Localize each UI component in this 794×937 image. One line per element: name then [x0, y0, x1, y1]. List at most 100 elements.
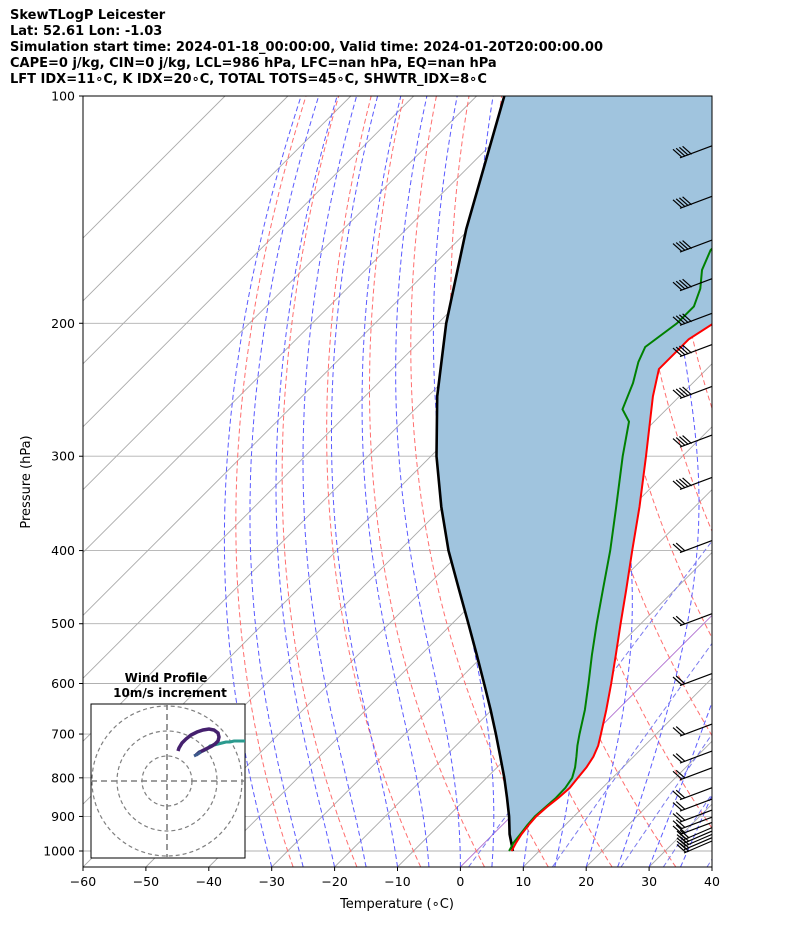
- wind-barb: [672, 798, 713, 812]
- cape-cin-shading: [436, 96, 712, 851]
- y-tick-label: 400: [51, 543, 75, 558]
- wind-barb: [672, 343, 713, 358]
- wind-barb: [672, 613, 713, 627]
- barb-flag: [672, 389, 683, 399]
- moist-adiabat-5: [432, 96, 495, 867]
- barb-flag: [679, 197, 689, 207]
- inset-title: Wind Profile: [125, 671, 208, 685]
- moist-adiabat--25: [249, 96, 320, 867]
- wind-barb: [676, 827, 713, 841]
- y-tick-label: 100: [51, 89, 75, 104]
- inset-subtitle: 10m/s increment: [113, 686, 227, 700]
- barb-flag: [672, 825, 683, 835]
- barb-flag: [672, 813, 683, 823]
- moist-adiabat-45: [744, 96, 794, 867]
- moist-adiabat--10: [331, 96, 398, 867]
- wind-barb: [672, 476, 713, 491]
- wind-barb: [672, 809, 713, 823]
- x-tick-label: −60: [70, 874, 96, 889]
- parcel-line: [435, 96, 515, 852]
- wind-barb: [672, 723, 713, 737]
- temperature-line: [510, 323, 712, 852]
- dry-adiabat-110: [762, 96, 794, 867]
- barb-flag: [679, 345, 689, 355]
- barb-flag: [675, 315, 686, 325]
- barb-flag: [679, 478, 689, 488]
- barb-flag: [675, 812, 686, 822]
- dry-adiabat--20: [281, 96, 358, 867]
- barb-flag: [675, 675, 686, 685]
- moist-adiabat--15: [302, 96, 367, 867]
- isotherm--130: [83, 96, 415, 428]
- barb-flag: [682, 278, 692, 288]
- moist-adiabat--5: [361, 96, 430, 867]
- x-tick-label: −20: [321, 874, 347, 889]
- x-tick-label: −10: [384, 874, 410, 889]
- x-tick-label: 30: [641, 874, 657, 889]
- x-tick-label: 0: [456, 874, 464, 889]
- barb-flag: [672, 438, 683, 448]
- dry-adiabat-100: [730, 96, 794, 867]
- barb-flag: [675, 280, 686, 290]
- wind-barb: [672, 672, 713, 687]
- wind-barb: [672, 195, 713, 209]
- dewpoint-line: [508, 247, 712, 852]
- moist-adiabat--30: [223, 96, 302, 867]
- y-tick-label: 500: [51, 616, 75, 631]
- isotherm--140: [83, 96, 352, 365]
- wind-barb: [672, 145, 713, 159]
- header-times: Simulation start time: 2024-01-18_00:00:…: [10, 40, 603, 55]
- barb-flag: [672, 754, 683, 763]
- barb-flag: [675, 147, 686, 157]
- y-tick-label: 700: [51, 727, 75, 742]
- y-axis: 1000 900 800 700 600 500 400 300 200 100: [43, 89, 83, 859]
- y-axis-label: Pressure (hPa): [19, 435, 34, 528]
- barb-flag: [682, 313, 692, 323]
- x-tick-label: −50: [133, 874, 159, 889]
- barb-flag: [675, 479, 686, 489]
- wind-barb: [672, 434, 713, 448]
- y-tick-label: 600: [51, 676, 75, 691]
- barb-flag: [676, 837, 687, 847]
- dry-adiabat--30: [235, 96, 307, 867]
- x-tick-label: 40: [704, 874, 720, 889]
- barb-flag: [672, 727, 683, 736]
- barb-flag: [672, 770, 683, 780]
- barb-flag: [682, 240, 692, 250]
- barb-flag: [682, 145, 692, 155]
- barb-flag: [676, 830, 687, 840]
- y-tick-label: 800: [51, 770, 75, 785]
- barb-flag: [679, 279, 689, 289]
- isotherm--20: [334, 488, 712, 867]
- barb-flag: [672, 676, 683, 686]
- cape-area: [436, 96, 712, 851]
- barb-flag: [672, 243, 683, 253]
- profile-lines: [435, 96, 712, 852]
- isotherm--150: [83, 96, 289, 302]
- moist-adiabat-40: [711, 865, 712, 867]
- barb-flag: [675, 437, 686, 447]
- barb-flag: [682, 386, 692, 396]
- isotherm--160: [83, 96, 226, 239]
- wind-barb: [672, 750, 713, 764]
- barb-flag: [672, 148, 683, 158]
- barb-flag: [682, 196, 692, 206]
- barb-flag: [672, 281, 683, 291]
- moist-adiabat-25: [617, 96, 700, 867]
- wind-barb: [672, 767, 713, 781]
- barb-flag: [679, 314, 689, 324]
- x-tick-label: 10: [515, 874, 531, 889]
- barb-flag: [676, 840, 687, 850]
- dry-adiabat--10: [326, 96, 422, 867]
- barb-flag: [672, 790, 683, 800]
- y-tick-label: 200: [51, 316, 75, 331]
- barb-flag: [682, 344, 692, 354]
- y-tick-label: 900: [51, 809, 75, 824]
- x-axis: −60 −50 −40 −30 −20 −10 0 10 20 30 40: [70, 867, 720, 889]
- chart-header: SkewTLogP Leicester Lat: 52.61 Lon: -1.0…: [10, 8, 603, 88]
- moist-adiabat-0: [395, 96, 461, 867]
- mixing-ratio-10: [551, 642, 712, 867]
- barb-flag: [679, 387, 689, 397]
- wind-barb: [672, 385, 713, 400]
- barb-flag: [675, 198, 686, 208]
